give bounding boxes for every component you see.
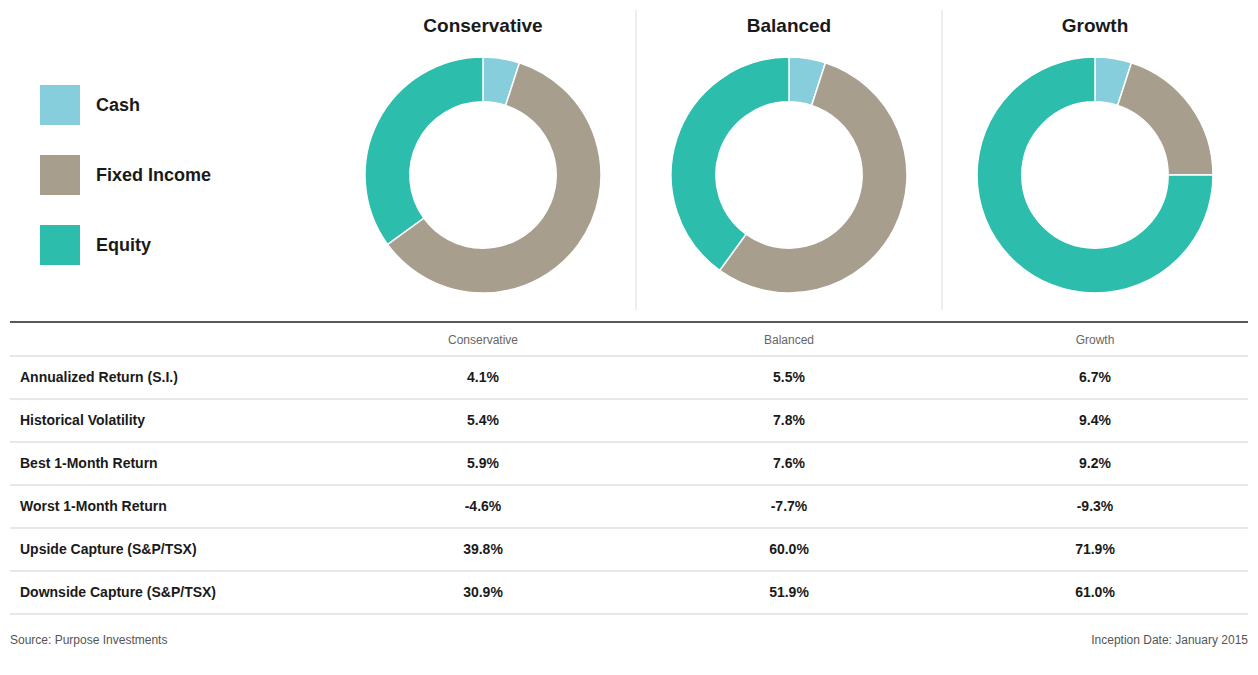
row-label: Best 1-Month Return [20,455,158,471]
row-rule [10,356,1248,357]
table-cell: -7.7% [771,498,808,514]
row-rule [10,528,1248,529]
legend-label: Fixed Income [96,165,211,185]
legend-item: Fixed Income [40,155,211,195]
donut-slice [365,57,483,244]
row-rule [10,442,1248,443]
table-cell: -4.6% [465,498,502,514]
table-cell: 4.1% [467,369,499,385]
table-cell: 5.9% [467,455,499,471]
table-top-rule [10,321,1248,323]
table-cell: 9.4% [1079,412,1111,428]
donut-title: Balanced [747,15,831,36]
donut-slice [671,57,789,270]
table-cell: 61.0% [1075,584,1115,600]
legend-label: Cash [96,95,140,115]
donut-slice [977,57,1213,293]
donut-slice [1118,63,1213,175]
legend-item: Equity [40,225,151,265]
donut-title: Conservative [423,15,542,36]
table-cell: 39.8% [463,541,503,557]
footer-note: Inception Date: January 2015 [1091,633,1248,647]
legend-label: Equity [96,235,151,255]
table-cell: 5.4% [467,412,499,428]
table-cell: 60.0% [769,541,809,557]
column-header: Conservative [448,333,518,347]
legend: Cash Fixed Income Equity [40,85,211,265]
row-label: Annualized Return (S.I.) [20,369,178,385]
donut [671,57,907,293]
column-divider [942,10,943,310]
table-cell: 51.9% [769,584,809,600]
column-divider [636,10,637,310]
legend-item: Cash [40,85,140,125]
donut [365,57,601,293]
legend-swatch [40,155,80,195]
footer-note: Source: Purpose Investments [10,633,167,647]
row-label: Downside Capture (S&P/TSX) [20,584,216,600]
row-label: Historical Volatility [20,412,145,428]
donut [977,57,1213,293]
table-cell: 7.8% [773,412,805,428]
row-rule [10,485,1248,486]
chart: Cash Fixed Income Equity Conservative Balanc… [0,0,1258,675]
table-cell: 9.2% [1079,455,1111,471]
row-label: Upside Capture (S&P/TSX) [20,541,197,557]
column-header: Balanced [764,333,814,347]
table-cell: 5.5% [773,369,805,385]
row-rule [10,399,1248,400]
table-cell: 71.9% [1075,541,1115,557]
table-cell: 30.9% [463,584,503,600]
column-header: Growth [1076,333,1115,347]
legend-swatch [40,225,80,265]
table-cell: 7.6% [773,455,805,471]
row-label: Worst 1-Month Return [20,498,167,514]
table-cell: 6.7% [1079,369,1111,385]
row-rule [10,571,1248,572]
donut-title: Growth [1062,15,1129,36]
row-rule [10,614,1248,615]
legend-swatch [40,85,80,125]
table-cell: -9.3% [1077,498,1114,514]
table: Conservative Balanced Growth Annualized Ret… [10,322,1248,614]
